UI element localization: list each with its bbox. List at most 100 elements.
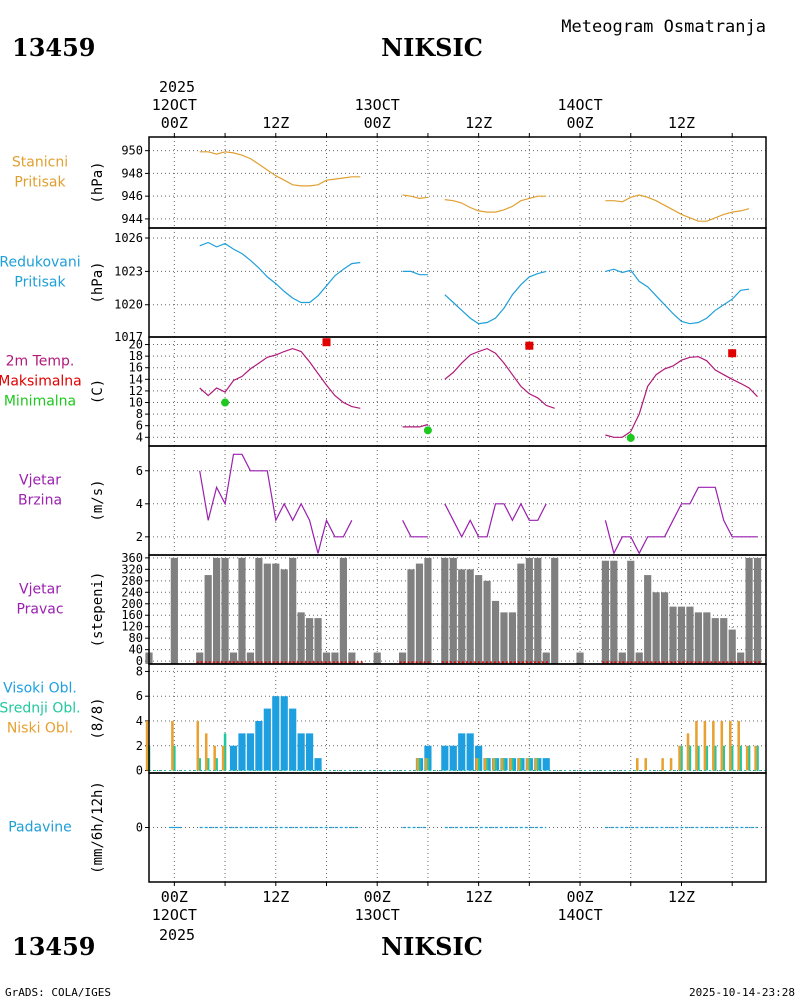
y-tick-label: 40 — [129, 643, 143, 657]
panel-frame — [148, 445, 767, 556]
max-temp-marker — [322, 338, 331, 347]
wind-direction-bar — [458, 569, 466, 664]
wind-direction-bar — [272, 563, 280, 664]
y-tick-label: 280 — [121, 574, 143, 588]
time-hour-top: 12Z — [465, 114, 492, 132]
low-cloud-bar — [517, 758, 521, 771]
wind-direction-bar — [322, 652, 331, 664]
wind-direction-bar — [331, 652, 339, 664]
y-tick-label: 0 — [136, 821, 143, 835]
wind-direction-bar — [491, 600, 500, 664]
mid-cloud-bar — [528, 758, 531, 771]
mid-cloud-bar — [722, 745, 726, 771]
wind-direction-bar — [508, 612, 517, 664]
year-top: 2025 — [159, 78, 195, 96]
series-line — [605, 268, 750, 325]
panel-label: Minimalna — [4, 394, 76, 410]
y-tick-label: 360 — [121, 551, 143, 565]
wind-direction-bar — [221, 557, 229, 664]
time-date-top: 12OCT — [152, 96, 197, 114]
wind-direction-bar — [289, 557, 297, 664]
wind-direction-bar — [263, 563, 271, 664]
wind-direction-bar — [711, 618, 719, 664]
y-tick-label: 2 — [136, 739, 143, 753]
wind-direction-bar — [246, 652, 255, 664]
time-hour-bottom: 12Z — [262, 888, 289, 906]
mid-cloud-bar — [536, 758, 540, 771]
low-cloud-bar — [483, 758, 487, 771]
low-cloud-bar — [669, 758, 673, 771]
wind-direction-bar — [466, 569, 474, 664]
series-line — [199, 151, 361, 187]
high-cloud-bar — [280, 696, 288, 771]
low-cloud-bar — [703, 720, 707, 771]
mid-cloud-bar — [198, 758, 201, 771]
time-date-top: 13OCT — [355, 96, 400, 114]
low-cloud-bar — [754, 745, 757, 771]
panel-label: Niski Obl. — [7, 721, 73, 737]
low-cloud-bar — [737, 720, 740, 771]
high-cloud-bar — [297, 733, 305, 771]
mid-cloud-bar — [705, 745, 709, 771]
wind-direction-bar — [618, 652, 626, 664]
wind-direction-bar — [669, 606, 677, 664]
wind-direction-bar — [398, 652, 407, 664]
year-bottom: 2025 — [159, 926, 195, 944]
y-tick-label: 20 — [129, 338, 143, 352]
wind-direction-bar — [610, 560, 618, 664]
time-hour-top: 00Z — [364, 114, 391, 132]
station-id-top: 13459 — [12, 33, 96, 62]
wind-direction-bar — [551, 557, 559, 664]
y-tick-label: 1020 — [114, 298, 143, 312]
wind-direction-bar — [483, 580, 491, 664]
footer-timestamp: 2025-10-14-23:28 — [689, 986, 795, 999]
y-tick-label: 1023 — [114, 264, 143, 278]
low-cloud-bar — [686, 733, 690, 771]
low-cloud-bar — [728, 720, 732, 771]
wind-direction-bar — [660, 592, 669, 664]
series-line — [402, 270, 428, 276]
series-line — [402, 423, 429, 428]
time-date-top: 14OCT — [557, 96, 602, 114]
wind-direction-bar — [534, 557, 542, 664]
time-hour-bottom: 12Z — [668, 888, 695, 906]
panel-label: Visoki Obl. — [3, 681, 77, 697]
panel-stanicni_pritisak: 944 946 948 950 (hPa) Stanicni Pritisak — [12, 136, 767, 229]
high-cloud-bar — [314, 758, 322, 771]
mid-cloud-bar — [756, 745, 759, 771]
min-temp-marker — [423, 426, 432, 435]
high-cloud-bar — [542, 758, 550, 771]
low-cloud-bar — [213, 745, 216, 771]
low-cloud-bar — [712, 720, 715, 771]
min-temp-marker — [626, 433, 635, 442]
y-tick-label: 200 — [121, 597, 143, 611]
wind-direction-bar — [305, 618, 314, 664]
panel-frame — [148, 772, 767, 883]
low-cloud-bar — [720, 720, 724, 771]
y-tick-label: 10 — [129, 396, 143, 410]
mid-cloud-bar — [426, 758, 430, 771]
high-cloud-bar — [229, 745, 238, 771]
y-tick-label: 18 — [129, 349, 143, 363]
y-tick-label: 14 — [129, 372, 143, 386]
low-cloud-bar — [534, 758, 538, 771]
mid-cloud-bar — [223, 733, 227, 771]
wind-direction-bar — [694, 612, 702, 664]
y-tick-label: 944 — [121, 212, 143, 226]
wind-direction-bar — [441, 557, 449, 664]
y-tick-label: 16 — [129, 361, 143, 375]
mid-cloud-bar — [688, 745, 692, 771]
time-hour-bottom: 00Z — [364, 888, 391, 906]
wind-direction-bar — [280, 569, 288, 664]
panel-frame — [148, 227, 767, 338]
time-hour-top: 00Z — [161, 114, 188, 132]
mid-cloud-bar — [680, 745, 683, 771]
low-cloud-bar — [416, 758, 419, 771]
y-axis-label: (C) — [90, 379, 106, 404]
wind-direction-bar — [517, 563, 525, 664]
wind-direction-bar — [238, 557, 246, 664]
time-date-bottom: 12OCT — [152, 906, 197, 924]
y-tick-label: 240 — [121, 585, 143, 599]
low-cloud-bar — [678, 745, 681, 771]
